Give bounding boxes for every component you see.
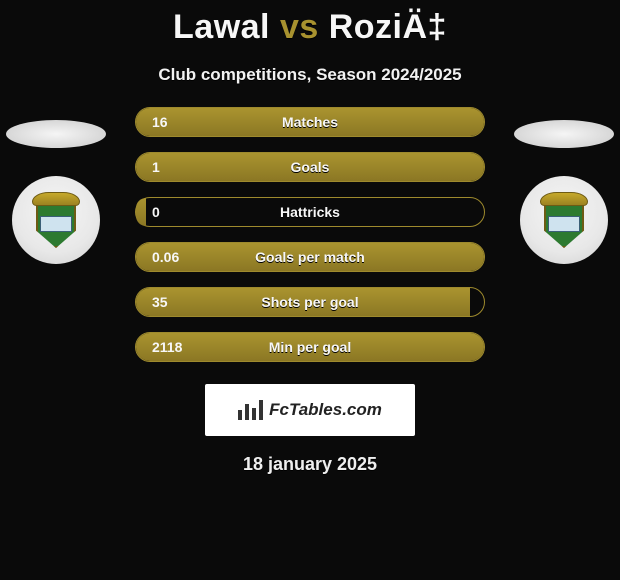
club-shield-icon [540,192,588,248]
stat-label: Min per goal [136,339,484,355]
stat-row: 0.06Goals per match [135,242,485,272]
stat-row: 0Hattricks [135,197,485,227]
player-right-club-logo [520,176,608,264]
stat-label: Shots per goal [136,294,484,310]
brand-text: FcTables.com [269,400,382,420]
title-right-name: RoziÄ‡ [329,8,447,46]
brand-bars-icon [238,400,263,420]
subtitle: Club competitions, Season 2024/2025 [158,65,461,85]
club-shield-icon [32,192,80,248]
brand-badge[interactable]: FcTables.com [205,384,415,436]
player-right-badge [514,120,614,264]
stat-label: Matches [136,114,484,130]
stat-row: 35Shots per goal [135,287,485,317]
player-right-oval [514,120,614,148]
player-left-oval [6,120,106,148]
stats-list: 16Matches 1Goals 0Hattricks 0.06Goals per m… [135,107,485,362]
stat-row: 2118Min per goal [135,332,485,362]
comparison-card: Lawal vs RoziÄ‡ Club competitions, Seaso… [0,0,620,580]
stat-label: Hattricks [136,204,484,220]
title-vs: vs [280,8,319,46]
player-left-club-logo [12,176,100,264]
stat-label: Goals [136,159,484,175]
player-left-badge [6,120,106,264]
page-title: Lawal vs RoziÄ‡ [173,8,447,47]
date-label: 18 january 2025 [243,454,377,475]
stat-row: 1Goals [135,152,485,182]
stat-row: 16Matches [135,107,485,137]
stat-label: Goals per match [136,249,484,265]
title-left-name: Lawal [173,8,270,46]
